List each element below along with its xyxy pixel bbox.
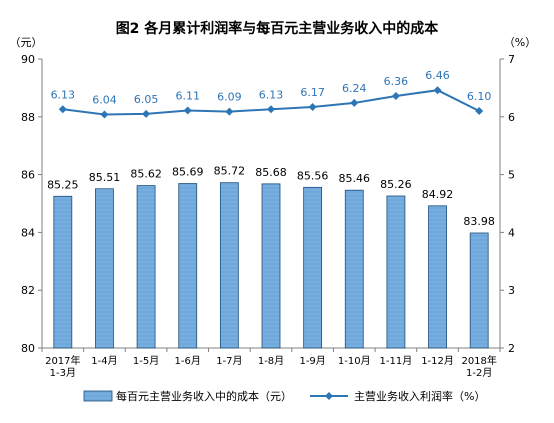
- line-point: [308, 102, 317, 111]
- x-tick-label: 1-11月: [380, 355, 413, 367]
- right-tick-label: 7: [508, 53, 515, 66]
- bar: [344, 189, 364, 349]
- right-tick-label: 6: [508, 111, 515, 124]
- left-tick-label: 90: [21, 53, 35, 66]
- line-value-label: 6.13: [51, 88, 76, 101]
- x-tick-label: 1-9月: [299, 355, 325, 367]
- bar: [219, 182, 239, 349]
- line-point: [391, 91, 400, 100]
- right-tick-label: 3: [508, 284, 515, 297]
- legend: 每百元主营业务收入中的成本（元） 主营业务收入利润率（%）: [83, 389, 485, 403]
- line-value-label: 6.17: [300, 86, 325, 99]
- bar: [261, 183, 281, 349]
- left-tick-label: 84: [21, 226, 35, 239]
- plot-area: 80 82 84 86 88 90 2 3 4 5 6 7 2017年 1-3月 1-4月 1-5月 1-6月 1…: [21, 53, 515, 379]
- bar-value-label: 84.92: [422, 188, 454, 201]
- line-value-label: 6.13: [259, 88, 284, 101]
- x-tick-label: 1-4月: [91, 355, 117, 367]
- legend-line-label: 主营业务收入利润率（%）: [354, 389, 485, 403]
- chart-title: 图2 各月累计利润率与每百元主营业务收入中的成本: [116, 20, 440, 37]
- right-tick-label: 2: [508, 342, 515, 355]
- bar-value-label: 85.26: [380, 178, 412, 191]
- right-tick-label: 4: [508, 226, 515, 239]
- line-value-label: 6.10: [467, 90, 492, 103]
- line-value-label: 6.09: [217, 91, 242, 104]
- left-axis-unit: （元）: [10, 36, 43, 49]
- bar: [428, 205, 447, 349]
- line-point: [100, 110, 109, 119]
- line-value-label: 6.05: [134, 93, 159, 106]
- line-point: [350, 98, 359, 107]
- legend-line-marker: [325, 392, 333, 400]
- bar: [178, 183, 198, 349]
- line-point: [225, 107, 234, 116]
- bar: [469, 232, 489, 349]
- x-tick-label: 1-7月: [216, 355, 242, 367]
- line-value-label: 6.24: [342, 82, 367, 95]
- bar: [53, 195, 73, 349]
- bar-value-label: 85.69: [172, 166, 204, 179]
- left-tick-label: 80: [21, 342, 35, 355]
- left-tick-label: 86: [21, 169, 35, 182]
- bar: [303, 186, 323, 349]
- bar-value-label: 85.25: [47, 178, 79, 191]
- x-tick-label: 1-8月: [258, 355, 284, 367]
- left-tick-label: 82: [21, 284, 35, 297]
- line-value-label: 6.04: [92, 93, 117, 106]
- legend-bar-label: 每百元主营业务收入中的成本（元）: [116, 389, 292, 403]
- x-tick-label: 1-5月: [133, 355, 159, 367]
- line-point: [142, 109, 151, 118]
- right-tick-label: 5: [508, 169, 515, 182]
- x-tick-label: 2018年 1-2月: [461, 354, 496, 379]
- line-point: [267, 105, 275, 114]
- bar: [95, 188, 114, 349]
- bar-value-label: 85.56: [297, 169, 329, 182]
- legend-bar-swatch: [83, 390, 113, 402]
- bar: [136, 185, 156, 349]
- bar-value-label: 85.51: [89, 171, 121, 184]
- line-value-label: 6.11: [175, 89, 200, 102]
- line-value-label: 6.36: [384, 75, 409, 88]
- bar-value-label: 83.98: [463, 215, 495, 228]
- bar-value-label: 85.46: [339, 172, 371, 185]
- bar-value-label: 85.68: [255, 166, 287, 179]
- x-tick-label: 1-10月: [338, 355, 371, 367]
- bar-value-label: 85.62: [130, 168, 162, 181]
- line-point: [433, 86, 442, 95]
- bar: [386, 195, 406, 349]
- left-tick-label: 88: [21, 111, 35, 124]
- right-axis-unit: （%）: [504, 36, 536, 49]
- x-tick-label: 1-6月: [175, 355, 201, 367]
- x-tick-label: 1-12月: [421, 355, 454, 367]
- line-point: [58, 105, 67, 114]
- line-value-label: 6.46: [425, 69, 450, 82]
- x-tick-label: 2017年 1-3月: [45, 354, 80, 379]
- bar-value-label: 85.72: [214, 165, 246, 178]
- line-point: [475, 107, 484, 116]
- line-point: [183, 106, 192, 115]
